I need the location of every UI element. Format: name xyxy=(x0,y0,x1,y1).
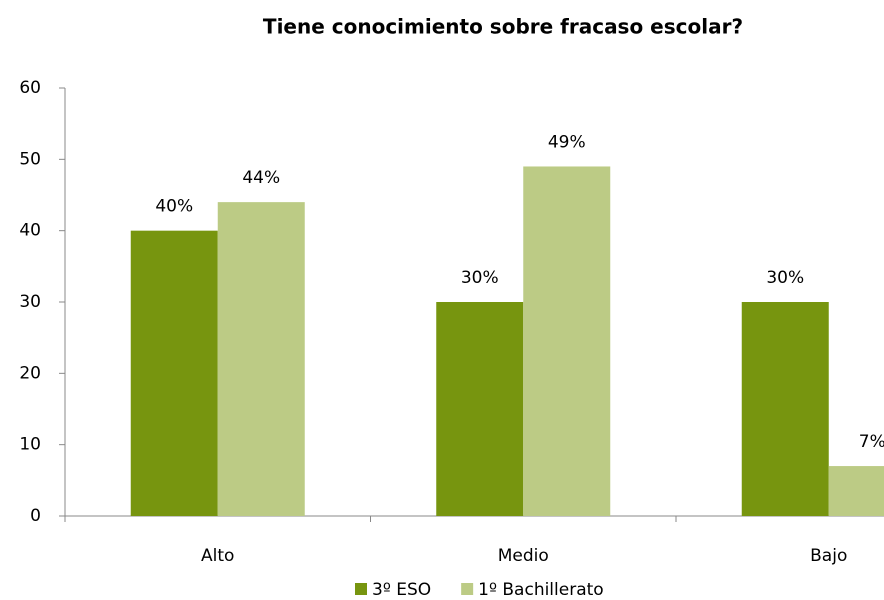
bar xyxy=(741,302,829,516)
value-label: 44% xyxy=(242,168,280,188)
legend-label: 3º ESO xyxy=(372,580,431,600)
x-tick-label: Medio xyxy=(498,546,549,566)
legend-swatch xyxy=(355,583,367,595)
y-tick-label: 50 xyxy=(19,149,41,169)
value-label: 49% xyxy=(548,132,586,152)
y-tick-label: 10 xyxy=(19,435,41,455)
bar xyxy=(217,202,305,516)
y-tick-label: 30 xyxy=(19,292,41,312)
bar xyxy=(436,302,524,516)
x-tick-label: Alto xyxy=(201,546,234,566)
value-label: 30% xyxy=(461,268,499,288)
y-tick-label: 60 xyxy=(19,78,41,98)
y-tick-label: 40 xyxy=(19,221,41,241)
chart-title: Tiene conocimiento sobre fracaso escolar… xyxy=(263,15,743,39)
bar xyxy=(828,466,884,516)
bar xyxy=(130,230,218,516)
x-tick-label: Bajo xyxy=(810,546,847,566)
legend-label: 1º Bachillerato xyxy=(478,580,604,600)
legend-swatch xyxy=(461,583,474,595)
value-label: 30% xyxy=(766,268,804,288)
y-tick-label: 0 xyxy=(30,506,41,526)
y-tick-label: 20 xyxy=(19,363,41,383)
value-label: 7% xyxy=(859,432,884,452)
value-label: 40% xyxy=(155,197,193,217)
bar xyxy=(523,166,611,516)
